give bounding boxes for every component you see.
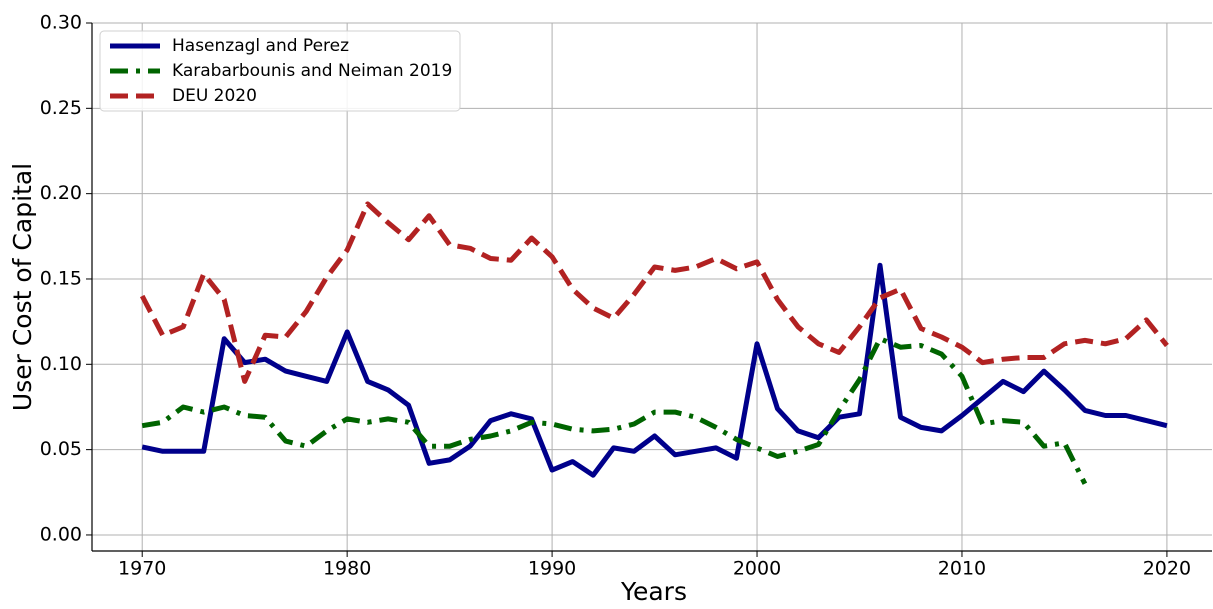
x-tick-label: 1970 bbox=[118, 558, 166, 580]
y-tick-label: 0.20 bbox=[40, 182, 82, 204]
x-tick-label: 2000 bbox=[733, 558, 781, 580]
legend-box bbox=[99, 30, 461, 112]
line-series bbox=[141, 336, 1088, 485]
y-tick-label: 0.10 bbox=[40, 353, 82, 375]
y-tick-label: 0.25 bbox=[40, 97, 82, 119]
y-tick-label: 0.00 bbox=[40, 523, 82, 545]
line-series bbox=[139, 201, 1169, 384]
x-tick-label: 2010 bbox=[938, 558, 986, 580]
line-series bbox=[141, 262, 1168, 478]
x-tick-label: 1990 bbox=[528, 558, 576, 580]
legend-label: Hasenzagl and Perez bbox=[172, 36, 349, 56]
y-axis-label: User Cost of Capital bbox=[8, 163, 37, 411]
x-tick-label: 2020 bbox=[1143, 558, 1191, 580]
legend-label: DEU 2020 bbox=[172, 86, 257, 106]
legend: Hasenzagl and Perez Karabarbounis and Nei… bbox=[99, 30, 461, 112]
y-tick-label: 0.30 bbox=[40, 12, 82, 34]
y-tick-label: 0.05 bbox=[40, 438, 82, 460]
legend-label: Karabarbounis and Neiman 2019 bbox=[172, 61, 452, 81]
x-axis-label: Years bbox=[620, 577, 687, 605]
x-tick-label: 1980 bbox=[323, 558, 371, 580]
y-tick-label: 0.15 bbox=[40, 267, 82, 289]
